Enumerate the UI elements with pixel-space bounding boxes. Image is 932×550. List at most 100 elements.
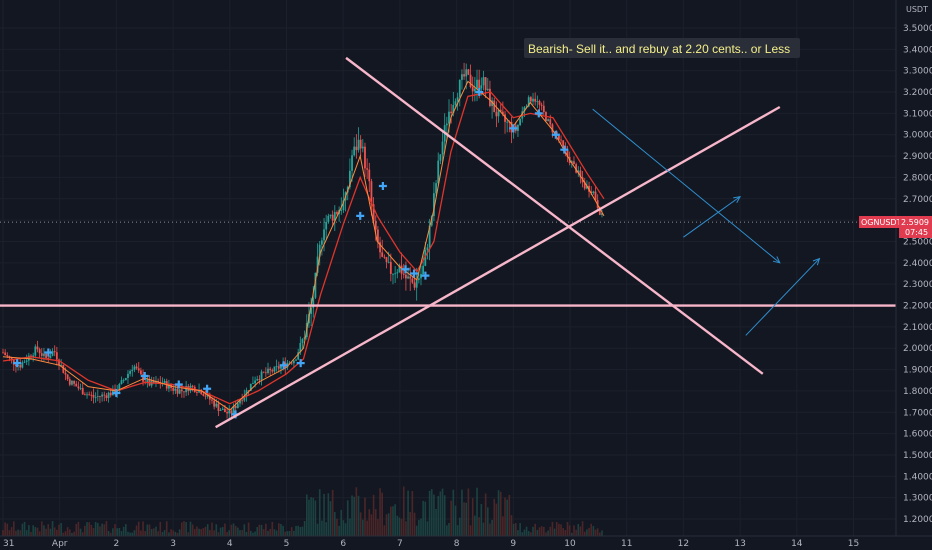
moving-average-slow <box>2 91 605 405</box>
volume-bar <box>316 523 319 536</box>
volume-bar <box>6 523 9 536</box>
volume-bar <box>502 516 504 536</box>
candle-body <box>32 355 35 357</box>
volume-bar <box>290 527 293 536</box>
candle-body <box>577 170 580 173</box>
time-tick-label: 10 <box>564 539 576 549</box>
volume-bar <box>372 494 375 536</box>
volume-bar <box>534 523 536 536</box>
time-axis[interactable] <box>0 536 932 550</box>
volume-bar <box>271 521 274 536</box>
volume-bar <box>120 531 123 536</box>
volume-bar <box>355 487 358 536</box>
volume-bar <box>258 524 261 536</box>
volume-bar <box>452 489 455 536</box>
candle-body <box>387 261 390 263</box>
candle-body <box>198 389 200 393</box>
volume-bar <box>226 531 228 536</box>
volume-bar <box>28 525 30 536</box>
candle-body <box>389 261 392 274</box>
volume-bar <box>405 521 407 536</box>
volume-bar <box>247 522 250 536</box>
volume-bar <box>4 522 6 536</box>
volume-bar <box>206 524 209 536</box>
volume-bar <box>411 491 414 536</box>
volume-bar <box>551 521 554 536</box>
candle-body <box>396 272 399 274</box>
volume-bar <box>456 525 459 536</box>
candle-body <box>579 170 582 178</box>
candle-body <box>196 392 198 393</box>
candle-body <box>75 383 78 387</box>
volume-bar <box>79 528 82 536</box>
volume-bar <box>418 520 420 536</box>
signal-marker <box>296 359 305 368</box>
candle-body <box>73 380 76 384</box>
candle-body <box>493 100 496 113</box>
volume-bar <box>245 531 248 536</box>
candle-body <box>292 360 295 364</box>
candle-body <box>168 384 170 389</box>
projection-arrows[interactable] <box>592 108 821 336</box>
price-axis[interactable] <box>896 0 932 536</box>
candle-body <box>557 135 560 140</box>
time-tick-label: Apr <box>52 539 68 549</box>
candle-body <box>385 257 388 263</box>
volume-bar <box>340 509 343 536</box>
volume-bar <box>555 521 558 536</box>
volume-bar <box>480 504 483 536</box>
candle-body <box>10 357 13 360</box>
volume-bar <box>349 518 351 536</box>
candle-body <box>383 256 386 258</box>
candle-body <box>114 388 116 394</box>
volume-bar <box>269 528 271 536</box>
volume-bar <box>547 530 549 536</box>
volume-bar <box>273 529 276 536</box>
trendlines[interactable] <box>0 56 899 429</box>
volume-bar <box>351 495 353 536</box>
candle-body <box>258 378 261 380</box>
volume-bar <box>514 523 517 536</box>
volume-bar <box>476 487 478 536</box>
candle-body <box>598 207 601 215</box>
volume-bar <box>318 489 321 536</box>
volume-bar <box>420 518 422 536</box>
volume-bar <box>191 524 194 536</box>
candle-body <box>249 383 252 391</box>
volume-bar <box>265 523 267 536</box>
signal-marker <box>378 181 387 190</box>
candle-body <box>204 395 207 397</box>
volume-bar <box>581 521 584 536</box>
candle-body <box>482 77 485 86</box>
volume-bar <box>230 524 233 536</box>
candle-body <box>331 214 334 221</box>
volume-bar <box>157 531 159 536</box>
candle-body <box>540 104 543 106</box>
volume-bar <box>577 524 580 536</box>
annotation-note[interactable]: Bearish- Sell it.. and rebuy at 2.20 cen… <box>524 38 800 58</box>
candle-body <box>441 141 444 155</box>
volume-bar <box>458 517 461 536</box>
candle-body <box>71 380 73 385</box>
volume-bar <box>426 521 429 536</box>
price-tick-label: 1.3000 <box>903 494 932 504</box>
candle-body <box>340 210 343 211</box>
volume-bar <box>12 521 15 536</box>
candle-body <box>325 221 328 230</box>
candle-body <box>51 351 54 356</box>
volume-bar <box>25 530 28 536</box>
candle-body <box>575 164 578 173</box>
volume-bar <box>510 515 513 536</box>
volume-bar <box>209 529 211 536</box>
volume-bar <box>549 526 552 536</box>
volume-bar <box>140 530 142 536</box>
volume-bar <box>97 523 99 536</box>
volume-bar <box>579 526 582 536</box>
signal-marker <box>140 371 149 380</box>
time-tick-label: 3 <box>170 539 176 549</box>
volume-bar <box>489 523 491 536</box>
candle-body <box>280 365 282 369</box>
candle-body <box>58 359 60 366</box>
